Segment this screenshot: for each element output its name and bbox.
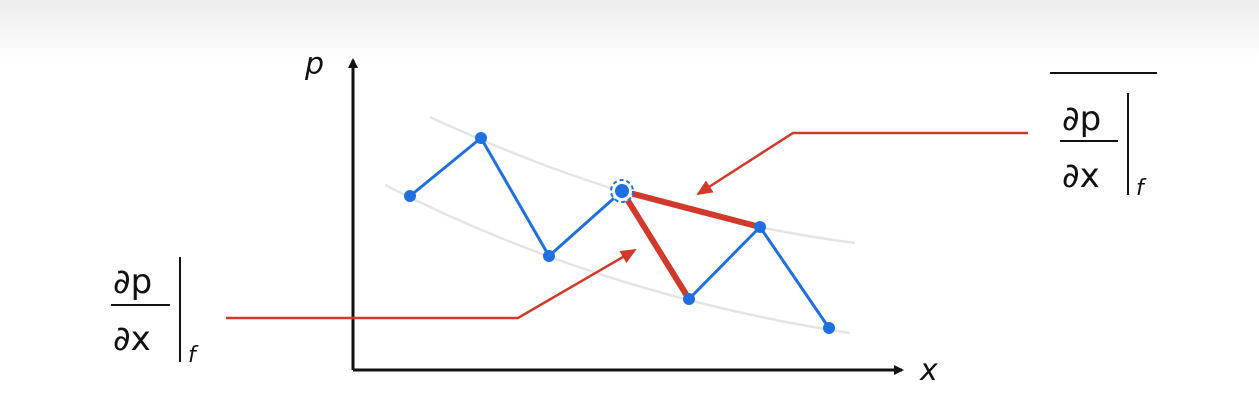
data-point <box>683 293 695 305</box>
highlight-edge-upper <box>619 188 763 230</box>
x-axis-label: x <box>919 353 938 388</box>
data-point <box>543 250 555 262</box>
data-point <box>404 190 416 202</box>
data-point <box>754 221 766 233</box>
left-subscript: f <box>188 343 199 368</box>
right-derivative-label: ∂p ∂x f <box>1050 72 1157 201</box>
highlight-edge-lower <box>619 188 692 302</box>
selected-point <box>615 184 629 198</box>
data-series-line <box>409 136 831 329</box>
top-gradient-band <box>0 0 1259 60</box>
callout-arrow-right <box>696 131 1028 196</box>
callout-arrow-left <box>226 248 637 320</box>
right-subscript: f <box>1136 176 1147 201</box>
left-derivative-label: ∂p ∂x f <box>111 257 199 368</box>
data-point <box>823 322 835 334</box>
y-axis-label: p <box>304 47 324 82</box>
data-point <box>475 132 487 144</box>
right-numerator: ∂p <box>1062 99 1101 139</box>
lower-guide-curve <box>384 183 851 335</box>
right-denominator: ∂x <box>1062 156 1100 196</box>
left-numerator: ∂p <box>113 262 152 302</box>
left-denominator: ∂x <box>113 319 151 359</box>
